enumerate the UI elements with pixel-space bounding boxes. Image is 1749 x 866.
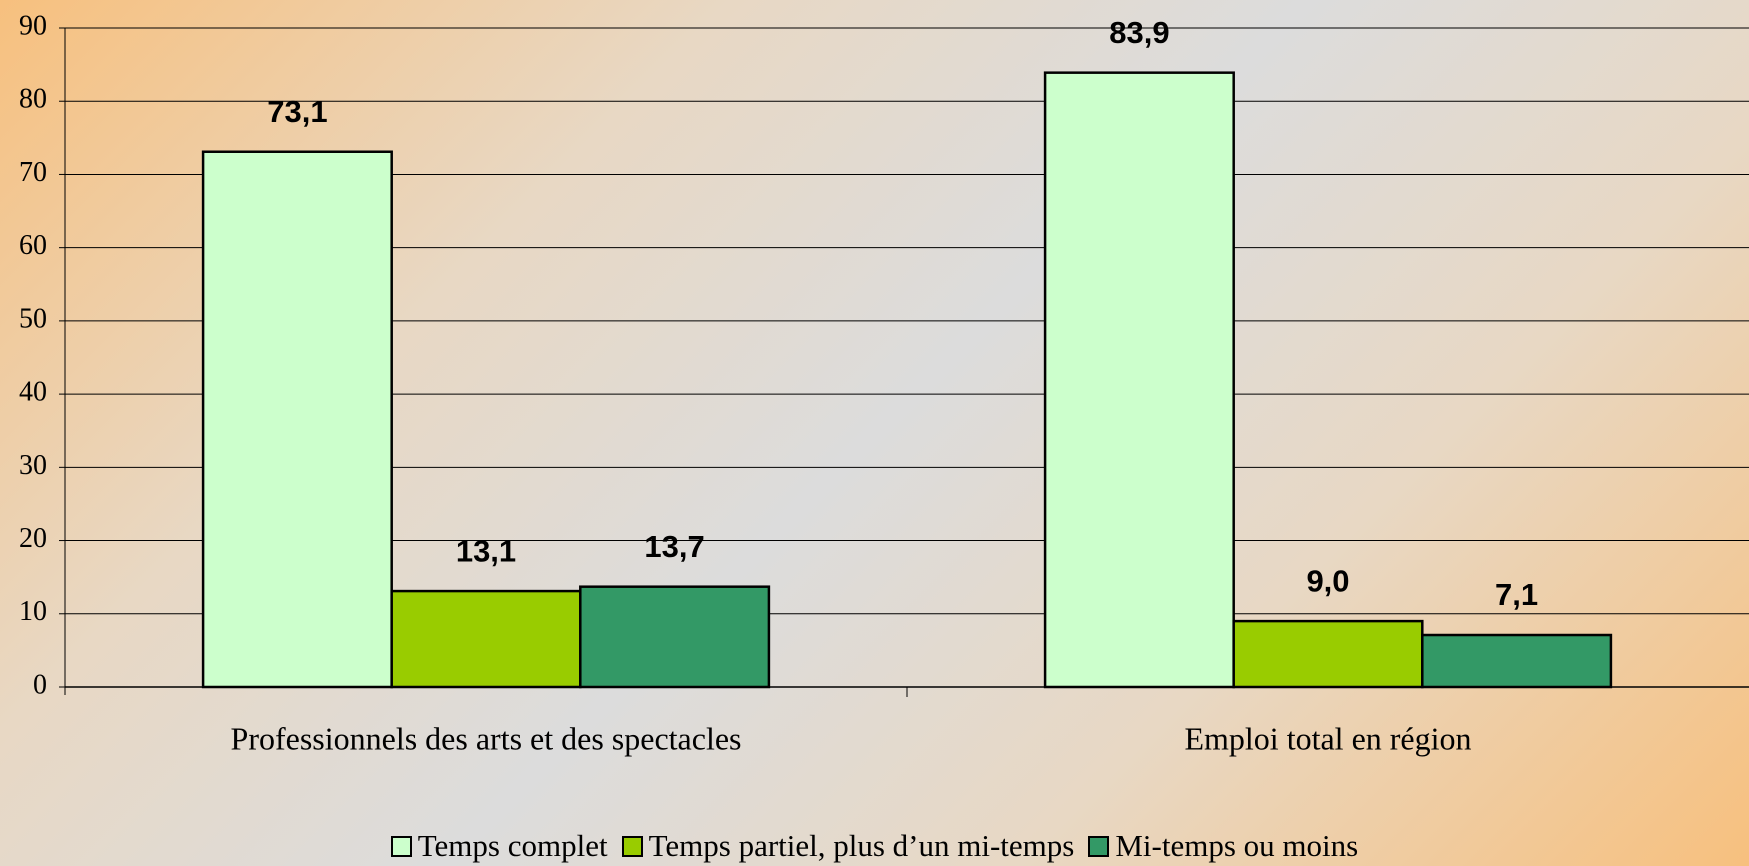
value-label: 73,1 bbox=[267, 94, 327, 129]
y-tick-label: 90 bbox=[19, 10, 47, 41]
bar bbox=[1043, 71, 1235, 689]
bar bbox=[390, 589, 582, 689]
y-tick-label: 70 bbox=[19, 157, 47, 188]
legend-item: Mi-temps ou moins bbox=[1088, 828, 1358, 864]
x-tick-label: Emploi total en région bbox=[1184, 720, 1471, 756]
legend-label: Temps complet bbox=[417, 828, 608, 863]
x-tick-label: Professionnels des arts et des spectacle… bbox=[231, 720, 742, 756]
y-tick-label: 80 bbox=[19, 84, 47, 115]
y-tick-label: 60 bbox=[19, 230, 47, 261]
y-tick-label: 20 bbox=[19, 523, 47, 554]
y-tick-label: 40 bbox=[19, 377, 47, 408]
legend-label: Mi-temps ou moins bbox=[1115, 828, 1359, 863]
legend-swatch bbox=[1088, 835, 1110, 857]
bar bbox=[1232, 619, 1424, 689]
y-tick-label: 10 bbox=[19, 596, 47, 627]
legend-item: Temps complet bbox=[390, 828, 608, 864]
legend-item: Temps partiel, plus d’un mi-temps bbox=[621, 828, 1075, 864]
bar bbox=[579, 585, 771, 689]
legend: Temps complet Temps partiel, plus d’un mi… bbox=[0, 828, 1749, 864]
value-label: 7,1 bbox=[1495, 577, 1538, 612]
y-tick-label: 0 bbox=[33, 669, 47, 700]
legend-swatch bbox=[390, 835, 412, 857]
y-tick-label: 50 bbox=[19, 303, 47, 334]
value-label: 83,9 bbox=[1109, 15, 1169, 50]
y-tick-label: 30 bbox=[19, 450, 47, 481]
legend-label: Temps partiel, plus d’un mi-temps bbox=[648, 828, 1075, 863]
value-label: 13,1 bbox=[456, 533, 516, 568]
bar bbox=[201, 150, 393, 689]
value-label: 13,7 bbox=[644, 529, 704, 564]
value-label: 9,0 bbox=[1306, 563, 1349, 598]
bar bbox=[1421, 633, 1613, 689]
legend-swatch bbox=[621, 835, 643, 857]
